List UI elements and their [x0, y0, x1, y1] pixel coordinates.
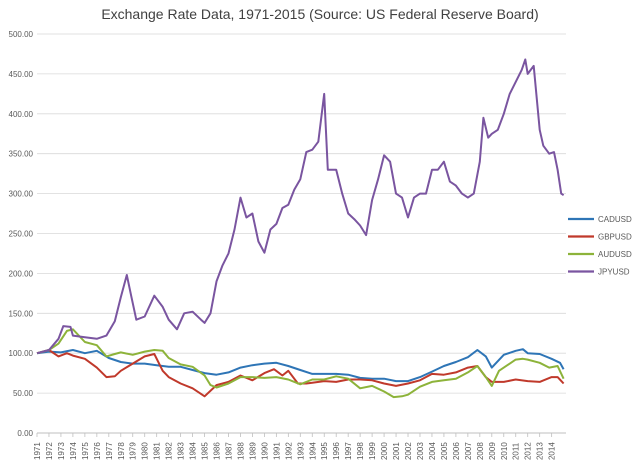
x-tick-label: 2001	[392, 442, 401, 460]
x-tick-label: 2008	[476, 442, 485, 460]
x-tick-label: 1989	[248, 442, 257, 460]
y-tick-label: 100.00	[9, 349, 34, 358]
x-tick-label: 1993	[296, 442, 305, 460]
legend-label-audusd: AUDUSD	[598, 250, 632, 259]
y-tick-label: 150.00	[9, 309, 34, 318]
x-tick-label: 1981	[153, 442, 162, 460]
x-tick-label: 1972	[45, 442, 54, 460]
x-tick-label: 1979	[129, 442, 138, 460]
y-tick-label: 500.00	[9, 30, 34, 39]
x-tick-label: 2002	[404, 442, 413, 460]
x-tick-label: 2010	[500, 442, 509, 460]
x-tick-label: 1991	[272, 442, 281, 460]
y-tick-label: 400.00	[9, 110, 34, 119]
x-tick-label: 2003	[416, 442, 425, 460]
x-tick-label: 1996	[332, 442, 341, 460]
x-tick-label: 1997	[344, 442, 353, 460]
series-line-gbpusd	[36, 349, 565, 398]
series-line-audusd	[36, 328, 565, 399]
x-tick-label: 1973	[57, 442, 66, 460]
x-tick-label: 2000	[380, 442, 389, 460]
y-tick-label: 300.00	[9, 190, 34, 199]
series-line-jpyusd	[36, 58, 565, 355]
x-tick-label: 1987	[224, 442, 233, 460]
series-line-cadusd	[36, 348, 565, 383]
x-tick-label: 1994	[308, 442, 317, 460]
x-tick-label: 2006	[452, 442, 461, 460]
y-tick-label: 250.00	[9, 230, 34, 239]
x-tick-label: 1985	[201, 442, 210, 460]
y-tick-label: 50.00	[13, 389, 34, 398]
y-tick-label: 350.00	[9, 150, 34, 159]
x-tick-label: 1992	[284, 442, 293, 460]
x-tick-label: 1986	[213, 442, 222, 460]
x-tick-label: 1982	[165, 442, 174, 460]
x-tick-label: 1978	[117, 442, 126, 460]
x-tick-label: 2004	[428, 442, 437, 460]
x-tick-label: 1984	[189, 442, 198, 460]
x-tick-label: 1995	[320, 442, 329, 460]
x-tick-label: 1998	[356, 442, 365, 460]
x-tick-label: 1988	[236, 442, 245, 460]
x-tick-label: 1990	[260, 442, 269, 460]
x-tick-label: 2014	[548, 442, 557, 460]
x-tick-label: 1977	[105, 442, 114, 460]
series-layer	[36, 58, 565, 399]
x-tick-label: 2013	[536, 442, 545, 460]
x-tick-label: 1975	[81, 442, 90, 460]
y-axis-ticks: 0.00 50.00 100.00 150.00 200.00 250.00 300.00 3…	[9, 30, 34, 438]
legend-label-cadusd: CADUSD	[598, 215, 632, 224]
grid-layer	[37, 33, 566, 434]
x-tick-label: 2007	[464, 442, 473, 460]
x-tick-label: 2011	[512, 442, 521, 460]
legend-label-jpyusd: JPYUSD	[598, 268, 630, 277]
y-tick-label: 450.00	[9, 70, 34, 79]
x-tick-label: 1971	[33, 442, 42, 460]
x-tick-label: 2009	[488, 442, 497, 460]
x-tick-label: 1983	[177, 442, 186, 460]
y-tick-label: 200.00	[9, 269, 34, 278]
x-tick-label: 1974	[69, 442, 78, 460]
x-tick-label: 1999	[368, 442, 377, 460]
chart-title: Exchange Rate Data, 1971-2015 (Source: U…	[101, 6, 538, 22]
legend: CADUSD GBPUSD AUDUSD JPYUSD	[568, 215, 632, 277]
x-tick-label: 2005	[440, 442, 449, 460]
x-tick-label: 1976	[93, 442, 102, 460]
x-tick-label: 1980	[141, 442, 150, 460]
x-tick-label: 2012	[524, 442, 533, 460]
x-axis-ticks: 1971 1972 1973 1974 1975 1976 1977 1978 1979 1980…	[33, 433, 557, 460]
legend-label-gbpusd: GBPUSD	[598, 233, 632, 242]
y-tick-label: 0.00	[17, 429, 33, 438]
